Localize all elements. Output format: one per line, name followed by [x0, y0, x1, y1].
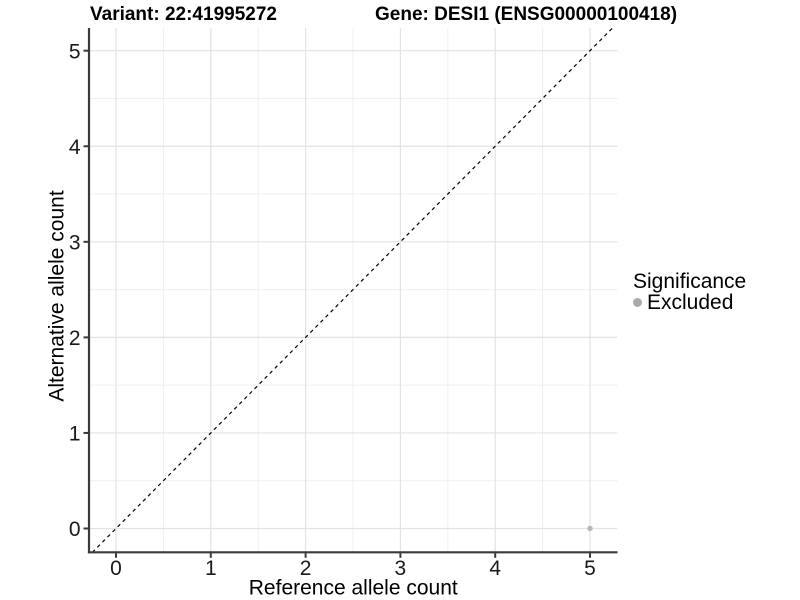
y-tick-label: 0 — [69, 518, 81, 541]
x-tick-label: 4 — [489, 557, 501, 580]
legend-item-excluded: Excluded — [632, 292, 746, 313]
x-tick-label: 1 — [205, 557, 217, 580]
y-axis-title: Alternative allele count — [46, 190, 69, 401]
variant-title: Variant: 22:41995272 — [90, 4, 277, 25]
identity-dashed-line — [91, 27, 614, 553]
x-axis-title: Reference allele count — [249, 577, 458, 600]
y-tick-label: 4 — [69, 136, 81, 159]
legend-item-label: Excluded — [647, 291, 734, 314]
x-tick-label: 0 — [110, 557, 122, 580]
y-tick-label: 5 — [69, 40, 81, 63]
gene-title: Gene: DESI1 (ENSG00000100418) — [375, 4, 678, 25]
legend-dot-icon — [633, 298, 642, 307]
x-tick-label: 5 — [584, 557, 596, 580]
y-tick-label: 2 — [69, 327, 81, 350]
legend-title: Significance — [633, 270, 747, 293]
y-tick-label: 1 — [69, 423, 81, 446]
x-tick-label: 3 — [395, 557, 407, 580]
legend: Significance Excluded — [632, 271, 746, 313]
data-point-excluded — [587, 525, 593, 532]
y-tick-label: 3 — [69, 231, 81, 254]
x-tick-label: 2 — [300, 557, 312, 580]
